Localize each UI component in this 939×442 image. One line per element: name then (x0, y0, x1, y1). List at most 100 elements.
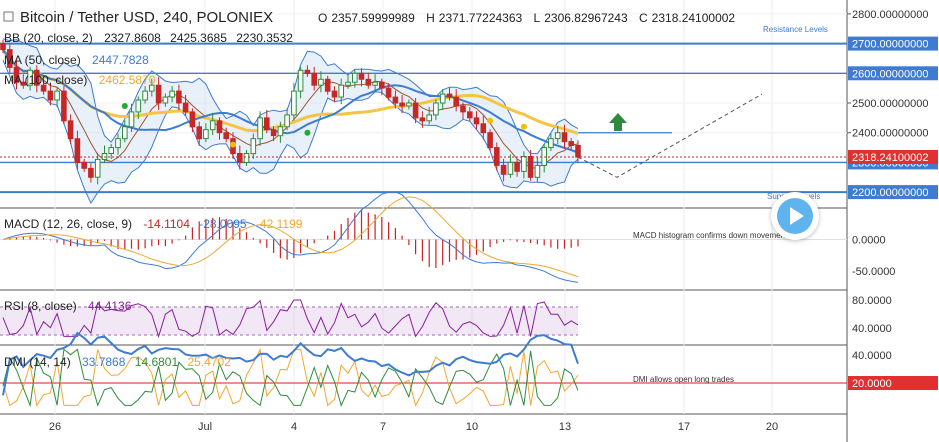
candle-body (67, 120, 74, 140)
candle-body (257, 117, 263, 140)
chart-header: Bitcoin / Tether USD, 240, POLONIEX O 235… (3, 9, 735, 369)
price-label-box (848, 36, 938, 51)
candle-body (345, 81, 351, 86)
ohlc-key: L (534, 11, 541, 25)
price-axis-label: 2200.00000000 (852, 187, 928, 199)
adx-line (2, 331, 579, 396)
candle-body (216, 120, 223, 134)
candle-body (507, 161, 514, 175)
macd-signal-line (2, 196, 579, 278)
candle-body (514, 161, 520, 172)
play-button[interactable] (771, 192, 819, 240)
symbol-title[interactable]: Bitcoin / Tether USD, 240, POLONIEX (20, 9, 273, 26)
dmi-axis-label: 20.0000 (852, 378, 892, 390)
candle-body (385, 87, 392, 98)
candle-body (101, 153, 108, 160)
ma100-legend[interactable]: MA (100, close) 2462.5870 (4, 73, 156, 87)
ohlc-value: 2306.82967243 (544, 11, 628, 25)
candle-body (379, 81, 385, 89)
candle-body (88, 167, 94, 178)
candle-body (196, 126, 202, 140)
candle-body (318, 78, 324, 86)
x-tick-label: 10 (466, 421, 478, 433)
candle-body (128, 111, 135, 128)
ohlc-key: H (426, 11, 435, 25)
x-tick-label: 17 (678, 421, 690, 433)
ohlc-key: O (318, 11, 327, 25)
candle-body (365, 78, 372, 86)
candle-body (399, 102, 405, 107)
macd-axis-label: -50.0000 (852, 266, 895, 278)
candle-body (304, 69, 311, 74)
price-label-box (848, 66, 938, 81)
signal-dot (121, 103, 128, 109)
candle-body (494, 147, 500, 166)
candle-body (480, 123, 487, 134)
candle-body (81, 161, 88, 169)
candle-body (34, 69, 40, 86)
dmi-minus-line (2, 348, 579, 408)
bb-legend[interactable]: BB (20, close, 2) 2327.8608 2425.3685 22… (4, 31, 293, 45)
candle-body (115, 138, 121, 149)
chart-icon (3, 11, 14, 22)
candle-body (223, 132, 229, 140)
candle-body (20, 81, 27, 86)
macd-note: MACD histogram confirms down movement (633, 231, 788, 240)
candle-body (467, 111, 473, 119)
axes: 26 Jul 4 7 10 13 17 20 2800.00000000 2700.0000000… (49, 9, 938, 433)
ohlc-key: C (639, 11, 648, 25)
dmi-legend[interactable]: DMI (14, 14) 33.7868 14.6801 25.4702 (4, 355, 231, 369)
candle-body (541, 147, 548, 166)
candle-body (0, 43, 6, 50)
candle-body (209, 120, 216, 131)
candle-body (419, 117, 426, 122)
candle-body (554, 132, 561, 140)
candle-body (548, 138, 554, 149)
candle-body (358, 72, 365, 80)
candle-body (74, 138, 81, 163)
candle-body (521, 156, 527, 172)
candle-body (352, 72, 358, 83)
dmi-axis-label: 40.0000 (852, 350, 892, 362)
candle-body (473, 117, 480, 125)
price-axis-label: 2400.00000000 (852, 128, 928, 140)
candle-body (527, 156, 534, 178)
candle-body (243, 153, 250, 163)
price-label-box (848, 185, 938, 200)
buy-arrow-icon (609, 113, 627, 131)
candle-body (108, 147, 115, 155)
dmi-pane (0, 331, 847, 408)
macd-line (2, 191, 579, 283)
ohlc-value: 2357.59999989 (331, 11, 415, 25)
candle-body (149, 84, 155, 92)
candle-body (392, 96, 399, 104)
x-tick-label: 7 (380, 421, 386, 433)
candle-body (311, 72, 317, 86)
candle-body (426, 114, 432, 122)
candle-body (284, 114, 290, 128)
candle-body (40, 84, 47, 92)
rsi-pane (0, 299, 579, 339)
rsi-legend[interactable]: RSI (8, close) 44.4136 (4, 299, 132, 313)
candle-body (7, 49, 13, 68)
price-axis-label: 2600.00000000 (852, 68, 928, 80)
candle-body (487, 132, 493, 149)
candle-body (176, 90, 182, 104)
candle-body (460, 105, 466, 113)
price-axis-label: 2700.00000000 (852, 39, 928, 51)
candle-body (47, 90, 54, 101)
candle-body (324, 78, 331, 92)
play-icon (777, 198, 813, 234)
price-pane (0, 38, 847, 205)
candle-body (439, 93, 446, 104)
candle-body (122, 126, 128, 140)
candle-body (534, 164, 541, 178)
ma50-legend[interactable]: MA (50, close) 2447.7828 (4, 53, 149, 67)
projection-path (577, 93, 763, 178)
candle-body (162, 96, 169, 104)
macd-legend[interactable]: MACD (12, 26, close, 9) -14.1104 -28.009… (4, 217, 303, 231)
candle-body (338, 84, 344, 98)
candle-body (94, 158, 101, 178)
candle-body (135, 99, 142, 113)
dmi-plus-line (2, 347, 579, 407)
